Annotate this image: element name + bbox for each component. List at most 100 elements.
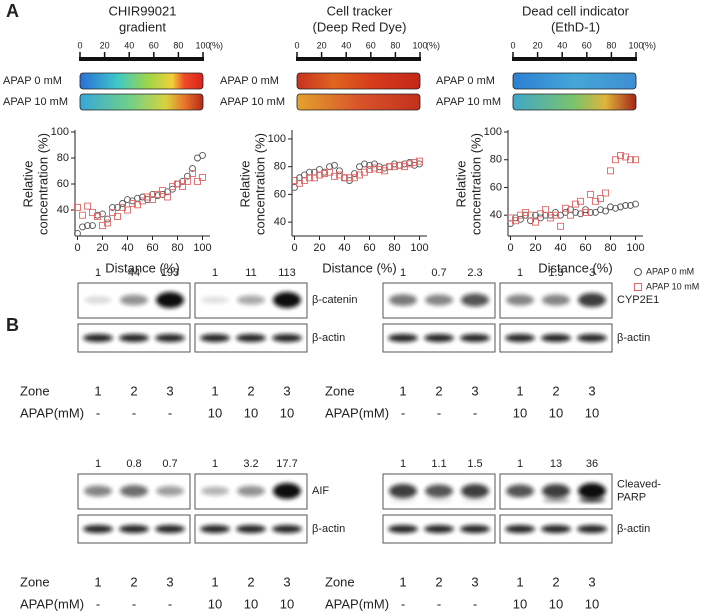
zone-label: Zone bbox=[325, 383, 355, 398]
heatmap-strip bbox=[296, 72, 421, 90]
panel-label: B bbox=[6, 315, 19, 335]
zone-value: 2 bbox=[247, 383, 254, 398]
apap-value: 10 bbox=[585, 596, 599, 611]
heatmap-strip bbox=[296, 93, 421, 111]
blot-band bbox=[156, 486, 184, 496]
point bbox=[376, 165, 383, 173]
zone-value: 1 bbox=[211, 574, 218, 589]
point bbox=[341, 174, 348, 182]
blot-band bbox=[541, 334, 571, 342]
point bbox=[316, 171, 323, 179]
zone-value: 3 bbox=[588, 383, 595, 398]
loading-label: β-actin bbox=[617, 332, 650, 344]
point bbox=[366, 165, 373, 173]
ratio-label: 11 bbox=[245, 267, 256, 279]
zone-value: 1 bbox=[516, 383, 523, 398]
ruler-label: 80 bbox=[390, 40, 400, 50]
blot-band bbox=[201, 486, 229, 496]
zone-value: 1 bbox=[516, 574, 523, 589]
blot-band bbox=[84, 485, 112, 497]
point bbox=[537, 210, 544, 218]
ratio-label: 1 bbox=[212, 267, 218, 279]
point bbox=[194, 177, 201, 185]
point bbox=[577, 210, 584, 218]
point bbox=[577, 197, 584, 205]
zone-value: 2 bbox=[130, 574, 137, 589]
blot-band bbox=[237, 485, 265, 497]
ratio-label: 44 bbox=[128, 267, 140, 279]
apap-value: 10 bbox=[244, 405, 258, 420]
blot-band bbox=[426, 497, 452, 503]
ruler-label: 0 bbox=[294, 40, 299, 50]
ratio-label: 2.3 bbox=[467, 267, 482, 279]
point bbox=[557, 222, 564, 230]
blot-band bbox=[84, 296, 112, 304]
zone-value: 1 bbox=[94, 574, 101, 589]
y-tick-label: 40 bbox=[490, 209, 502, 221]
point bbox=[612, 156, 619, 164]
blot-band bbox=[460, 525, 490, 533]
point bbox=[199, 174, 206, 181]
point bbox=[159, 187, 166, 194]
apap-label: APAP(mM) bbox=[20, 405, 84, 420]
x-tick-label: 100 bbox=[193, 242, 211, 254]
zone-value: 3 bbox=[283, 383, 290, 398]
point bbox=[416, 157, 423, 165]
point bbox=[381, 167, 388, 175]
point bbox=[627, 156, 634, 164]
blot-band bbox=[461, 484, 489, 498]
row-label: APAP 0 mM bbox=[220, 75, 279, 87]
point bbox=[532, 218, 539, 226]
apap-value: 10 bbox=[208, 405, 222, 420]
chart-title: Dead cell indicator bbox=[522, 3, 630, 18]
point bbox=[597, 206, 604, 214]
y-tick-label: 60 bbox=[274, 188, 286, 200]
x-tick-label: 20 bbox=[96, 242, 108, 254]
ratio-label: 3.2 bbox=[243, 458, 258, 470]
zone-label: Zone bbox=[20, 574, 50, 589]
point bbox=[396, 161, 403, 169]
blot-band bbox=[155, 525, 185, 533]
ratio-label: 1 bbox=[517, 267, 523, 279]
target-label: PARP bbox=[617, 491, 646, 503]
point bbox=[517, 215, 524, 223]
blot-band bbox=[461, 293, 489, 307]
blot-band bbox=[200, 525, 230, 533]
x-tick-label: 20 bbox=[529, 242, 541, 254]
apap-value: - bbox=[437, 596, 441, 611]
apap-value: - bbox=[132, 596, 136, 611]
y-axis-label: Relative bbox=[453, 161, 468, 208]
ratio-label: 1 bbox=[400, 458, 406, 470]
y-axis-label: concentration (%) bbox=[35, 133, 50, 235]
apap-label: APAP(mM) bbox=[325, 596, 389, 611]
zone-value: 2 bbox=[130, 383, 137, 398]
blot-band bbox=[424, 525, 454, 533]
legend-label: APAP 0 mM bbox=[646, 266, 694, 276]
apap-value: 10 bbox=[280, 596, 294, 611]
ruler-label: 0 bbox=[77, 40, 82, 50]
apap-value: 10 bbox=[208, 596, 222, 611]
zone-value: 3 bbox=[283, 574, 290, 589]
ratio-label: 1.1 bbox=[431, 458, 446, 470]
blot-band bbox=[542, 294, 570, 306]
point bbox=[617, 203, 624, 211]
ruler-label: 40 bbox=[341, 40, 351, 50]
zone-value: 1 bbox=[399, 574, 406, 589]
blot-band bbox=[425, 484, 453, 498]
x-tick-label: 60 bbox=[363, 242, 375, 254]
chart-title: CHIR99021 bbox=[109, 3, 177, 18]
y-tick-label: 100 bbox=[51, 126, 69, 138]
blot-band bbox=[462, 497, 488, 503]
blot-band bbox=[506, 294, 534, 306]
point bbox=[104, 215, 111, 223]
loading-label: β-actin bbox=[312, 332, 345, 344]
blot-band bbox=[200, 334, 230, 342]
zone-value: 2 bbox=[552, 574, 559, 589]
point bbox=[291, 184, 298, 191]
ruler-label: 80 bbox=[606, 40, 616, 50]
blot-band bbox=[505, 334, 535, 342]
apap-value: - bbox=[96, 596, 100, 611]
ratio-label: 0.7 bbox=[431, 267, 446, 279]
point bbox=[79, 223, 86, 231]
blot-band bbox=[272, 525, 302, 533]
